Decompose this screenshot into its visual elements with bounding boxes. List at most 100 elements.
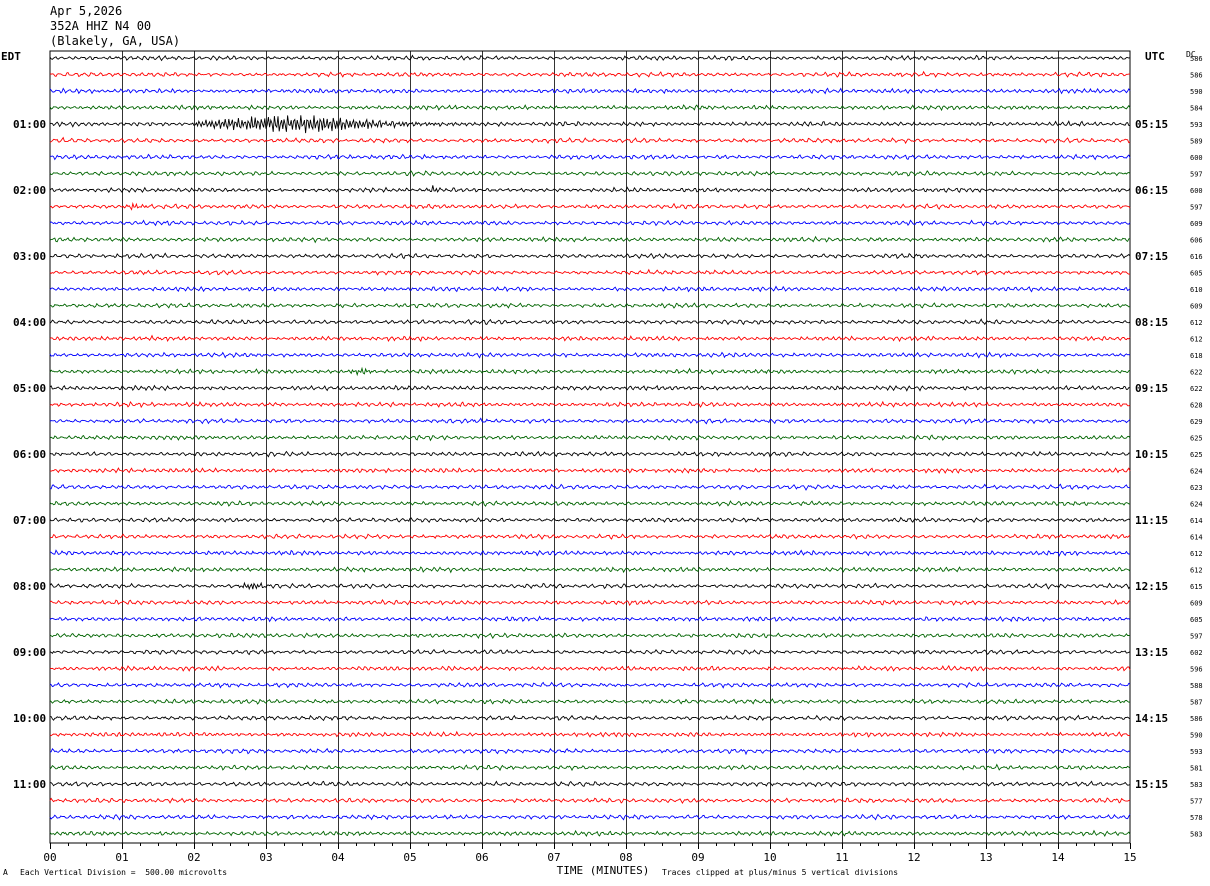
seismic-trace (49, 797, 1131, 805)
dc-value: 589 (1190, 138, 1203, 146)
dc-value: 622 (1190, 385, 1203, 393)
dc-label: DC (1186, 50, 1196, 59)
seismic-trace (49, 763, 1131, 772)
seismic-trace (49, 104, 1131, 112)
dc-value: 605 (1190, 616, 1203, 624)
x-tick-label: 11 (835, 851, 848, 864)
edt-hour-label: 03:00 (13, 250, 46, 263)
dc-value: 618 (1190, 352, 1203, 360)
seismic-trace (49, 549, 1131, 557)
seismic-trace (49, 467, 1131, 474)
seismic-trace (49, 533, 1131, 540)
seismic-trace (49, 70, 1131, 78)
dc-value: 586 (1190, 715, 1203, 723)
dc-value: 583 (1190, 781, 1203, 789)
seismic-trace (49, 252, 1131, 260)
header-date: Apr 5,2026 (50, 4, 123, 18)
dc-value: 600 (1190, 187, 1203, 195)
utc-hour-label: 12:15 (1135, 580, 1168, 593)
dc-value: 616 (1190, 253, 1203, 261)
dc-value: 590 (1190, 88, 1203, 96)
x-tick-label: 09 (691, 851, 704, 864)
dc-value: 587 (1190, 699, 1203, 707)
seismic-trace (49, 153, 1131, 161)
grid-lines (49, 50, 1131, 844)
dc-value: 612 (1190, 336, 1203, 344)
scale-note: Each Vertical Division = 500.00 microvol… (20, 868, 228, 877)
dc-value: 614 (1190, 517, 1203, 525)
edt-hour-label: 01:00 (13, 118, 46, 131)
dc-value: 577 (1190, 798, 1203, 806)
dc-value: 625 (1190, 451, 1203, 459)
dc-value: 600 (1190, 154, 1203, 162)
seismic-trace (49, 351, 1131, 359)
seismic-trace (49, 417, 1131, 425)
clip-note: Traces clipped at plus/minus 5 vertical … (662, 868, 899, 877)
plot-frame (49, 50, 1131, 844)
seismic-trace (49, 615, 1131, 623)
dc-value: 609 (1190, 600, 1203, 608)
dc-value: 596 (1190, 666, 1203, 674)
dc-value: 590 (1190, 732, 1203, 740)
dc-value: 578 (1190, 814, 1203, 822)
dc-value: 597 (1190, 633, 1203, 641)
dc-value: 612 (1190, 567, 1203, 575)
edt-hour-label: 06:00 (13, 448, 46, 461)
edt-hour-label: 05:00 (13, 382, 46, 395)
seismic-trace (49, 664, 1131, 672)
x-tick-label: 15 (1123, 851, 1136, 864)
edt-label: EDT (1, 50, 21, 63)
hour-labels: 586 586 590 584 593 589 600 597 600 597 609 606 616 6… (13, 55, 1203, 839)
seismic-trace (49, 170, 1131, 177)
utc-hour-label: 07:15 (1135, 250, 1168, 263)
x-tick-label: 06 (475, 851, 488, 864)
seismic-trace (49, 813, 1131, 821)
header-location: (Blakely, GA, USA) (50, 34, 181, 48)
x-tick-label: 02 (187, 851, 200, 864)
x-axis-label: TIME (MINUTES) (557, 864, 650, 877)
dc-value: 609 (1190, 303, 1203, 311)
seismic-trace (49, 829, 1131, 837)
seismic-trace (49, 185, 1131, 194)
seismic-trace (49, 115, 1131, 134)
seismic-trace (49, 400, 1131, 409)
x-tick-label: 01 (115, 851, 128, 864)
edt-hour-label: 08:00 (13, 580, 46, 593)
seismic-trace (49, 516, 1131, 523)
seismic-trace (49, 434, 1131, 442)
x-tick-label: 12 (907, 851, 920, 864)
seismic-trace (49, 334, 1131, 343)
seismic-trace (50, 780, 1131, 788)
dc-value: 605 (1190, 270, 1203, 278)
seismic-trace (49, 235, 1131, 244)
trace-group (49, 54, 1131, 837)
dc-value: 612 (1190, 319, 1203, 327)
dc-value: 593 (1190, 121, 1203, 129)
seismic-trace (49, 714, 1131, 722)
seismic-trace (49, 384, 1131, 392)
dc-value: 614 (1190, 534, 1203, 542)
dc-value: 593 (1190, 748, 1203, 756)
dc-value: 588 (1190, 682, 1203, 690)
x-tick-label: 10 (763, 851, 776, 864)
dc-value: 629 (1190, 418, 1203, 426)
x-tick-label: 13 (979, 851, 992, 864)
dc-value: 609 (1190, 220, 1203, 228)
dc-value: 584 (1190, 105, 1203, 113)
seismic-trace (49, 500, 1131, 507)
seismic-trace (49, 136, 1131, 145)
seismic-trace (49, 681, 1131, 689)
x-tick-label: 14 (1051, 851, 1065, 864)
dc-value: 606 (1190, 237, 1203, 245)
x-axis: 00 01 02 03 04 05 06 07 08 09 10 11 12 13 14 15 (43, 843, 1137, 864)
seismic-trace (49, 366, 1131, 377)
seismic-trace (49, 219, 1131, 227)
x-tick-label: 08 (619, 851, 632, 864)
seismic-trace (50, 302, 1131, 309)
header-station: 352A HHZ N4 00 (50, 19, 152, 33)
utc-label: UTC (1145, 50, 1165, 63)
dc-value: 597 (1190, 204, 1203, 212)
utc-hour-label: 06:15 (1135, 184, 1168, 197)
dc-value: 625 (1190, 435, 1203, 443)
